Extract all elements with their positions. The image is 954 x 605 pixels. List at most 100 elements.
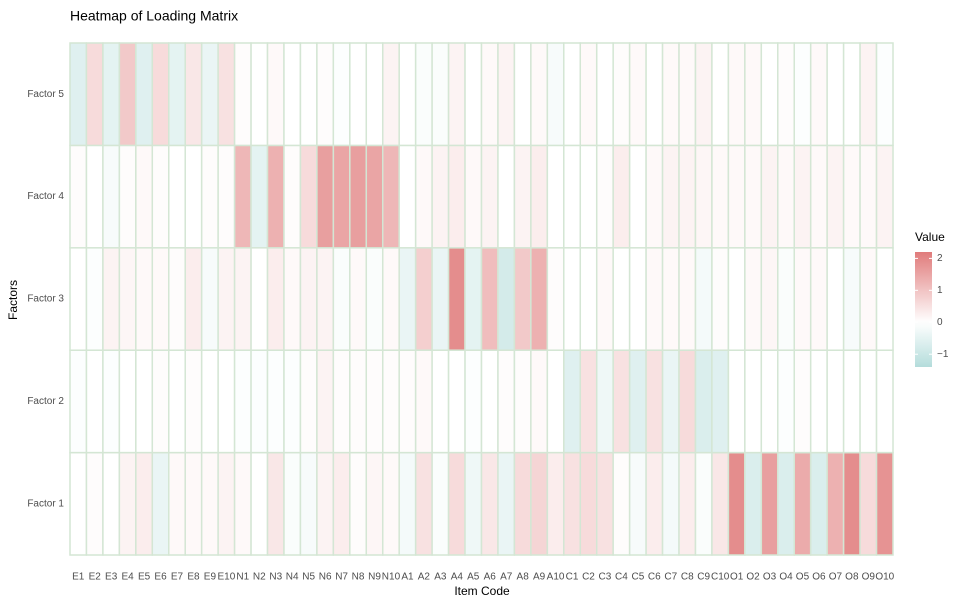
heatmap-cell bbox=[628, 144, 647, 249]
heatmap-cell bbox=[316, 451, 335, 556]
heatmap-cell bbox=[365, 349, 384, 454]
heatmap-cell bbox=[464, 451, 483, 556]
heatmap-cell bbox=[381, 42, 400, 147]
x-tick-label: E8 bbox=[187, 572, 200, 583]
x-tick-label: N1 bbox=[236, 572, 249, 583]
heatmap-cell bbox=[809, 451, 828, 556]
heatmap-cell bbox=[69, 144, 88, 249]
heatmap-cell bbox=[431, 247, 450, 351]
heatmap-cell bbox=[744, 42, 763, 147]
heatmap-cell bbox=[628, 42, 647, 147]
heatmap-cell bbox=[760, 349, 779, 454]
heatmap-cell bbox=[612, 42, 631, 147]
heatmap-cell bbox=[283, 247, 302, 351]
x-tick-label: N4 bbox=[286, 572, 299, 583]
heatmap-cell bbox=[809, 42, 828, 147]
heatmap-cell bbox=[464, 247, 483, 351]
x-tick-label: C1 bbox=[566, 572, 579, 583]
x-tick-label: N10 bbox=[382, 572, 401, 583]
heatmap-cell bbox=[777, 42, 795, 147]
heatmap-cell bbox=[233, 451, 252, 556]
x-tick-label: E5 bbox=[138, 572, 151, 583]
x-tick-label: O6 bbox=[812, 572, 826, 583]
heatmap-cell bbox=[299, 349, 318, 454]
heatmap-cell bbox=[842, 144, 861, 249]
heatmap-cell bbox=[102, 349, 121, 454]
heatmap-cell bbox=[299, 451, 318, 556]
x-tick-label: O1 bbox=[730, 572, 744, 583]
heatmap-cell bbox=[546, 144, 565, 249]
heatmap-cell bbox=[266, 247, 285, 351]
heatmap-cell bbox=[842, 247, 861, 351]
heatmap-cell bbox=[299, 42, 318, 147]
heatmap-cell bbox=[563, 42, 582, 147]
heatmap-cell bbox=[793, 42, 812, 147]
x-tick-label: N6 bbox=[319, 572, 332, 583]
heatmap-cell bbox=[826, 247, 845, 351]
heatmap-cell bbox=[250, 42, 269, 147]
heatmap-cell bbox=[85, 144, 104, 249]
heatmap-cell bbox=[530, 451, 549, 556]
heatmap-cell bbox=[480, 247, 499, 351]
legend-title: Value bbox=[915, 230, 945, 244]
heatmap-cell bbox=[349, 144, 368, 249]
heatmap-cell bbox=[711, 42, 730, 147]
heatmap-cell bbox=[381, 247, 400, 351]
heatmap-cell bbox=[151, 42, 170, 147]
heatmap-cell bbox=[859, 144, 878, 249]
heatmap-cell bbox=[233, 42, 252, 147]
heatmap-cell bbox=[398, 144, 417, 249]
heatmap-cell bbox=[217, 247, 236, 351]
heatmap-cell bbox=[365, 247, 384, 351]
x-tick-label: E7 bbox=[171, 572, 184, 583]
heatmap-cell bbox=[151, 451, 170, 556]
heatmap-cell bbox=[398, 349, 417, 454]
colorbar-tick-label: 0 bbox=[937, 317, 943, 328]
heatmap-cell bbox=[447, 451, 466, 556]
heatmap-cell bbox=[447, 247, 466, 351]
x-tick-label: N9 bbox=[368, 572, 381, 583]
heatmap-cell bbox=[777, 451, 795, 556]
heatmap-cell bbox=[563, 349, 582, 454]
heatmap-cell bbox=[694, 349, 713, 454]
heatmap-cell bbox=[530, 247, 549, 351]
heatmap-cell bbox=[678, 247, 697, 351]
heatmap-cell bbox=[842, 451, 861, 556]
heatmap-cell bbox=[645, 144, 664, 249]
heatmap-cell bbox=[661, 349, 680, 454]
heatmap-cell bbox=[727, 349, 746, 454]
x-tick-label: A5 bbox=[467, 572, 480, 583]
heatmap-cell bbox=[283, 451, 302, 556]
x-tick-label: O7 bbox=[829, 572, 843, 583]
heatmap-cell bbox=[250, 451, 269, 556]
heatmap-cell bbox=[69, 42, 88, 147]
heatmap-cell bbox=[711, 247, 730, 351]
heatmap-cell bbox=[102, 451, 121, 556]
heatmap-cell bbox=[875, 42, 894, 147]
heatmap-cell bbox=[184, 451, 203, 556]
y-tick-label: Factor 4 bbox=[27, 191, 64, 202]
x-tick-label: O3 bbox=[763, 572, 777, 583]
x-tick-label: O5 bbox=[796, 572, 810, 583]
heatmap-cell bbox=[102, 247, 121, 351]
heatmap-cell bbox=[612, 349, 631, 454]
heatmap-cell bbox=[332, 247, 351, 351]
heatmap-cell bbox=[332, 451, 351, 556]
heatmap-cell bbox=[793, 349, 812, 454]
heatmap-cell bbox=[826, 144, 845, 249]
y-tick-label: Factor 1 bbox=[27, 498, 64, 509]
heatmap-cell bbox=[727, 42, 746, 147]
x-tick-label: C2 bbox=[582, 572, 595, 583]
heatmap-cell bbox=[151, 247, 170, 351]
heatmap-cell bbox=[546, 349, 565, 454]
heatmap-cell bbox=[826, 451, 845, 556]
heatmap-cell bbox=[184, 42, 203, 147]
heatmap-cell bbox=[85, 451, 104, 556]
heatmap-cell bbox=[579, 42, 598, 147]
x-tick-label: O10 bbox=[875, 572, 894, 583]
x-tick-label: C9 bbox=[697, 572, 710, 583]
heatmap-cell bbox=[875, 349, 894, 454]
heatmap-cell bbox=[85, 349, 104, 454]
heatmap-cell bbox=[711, 144, 730, 249]
